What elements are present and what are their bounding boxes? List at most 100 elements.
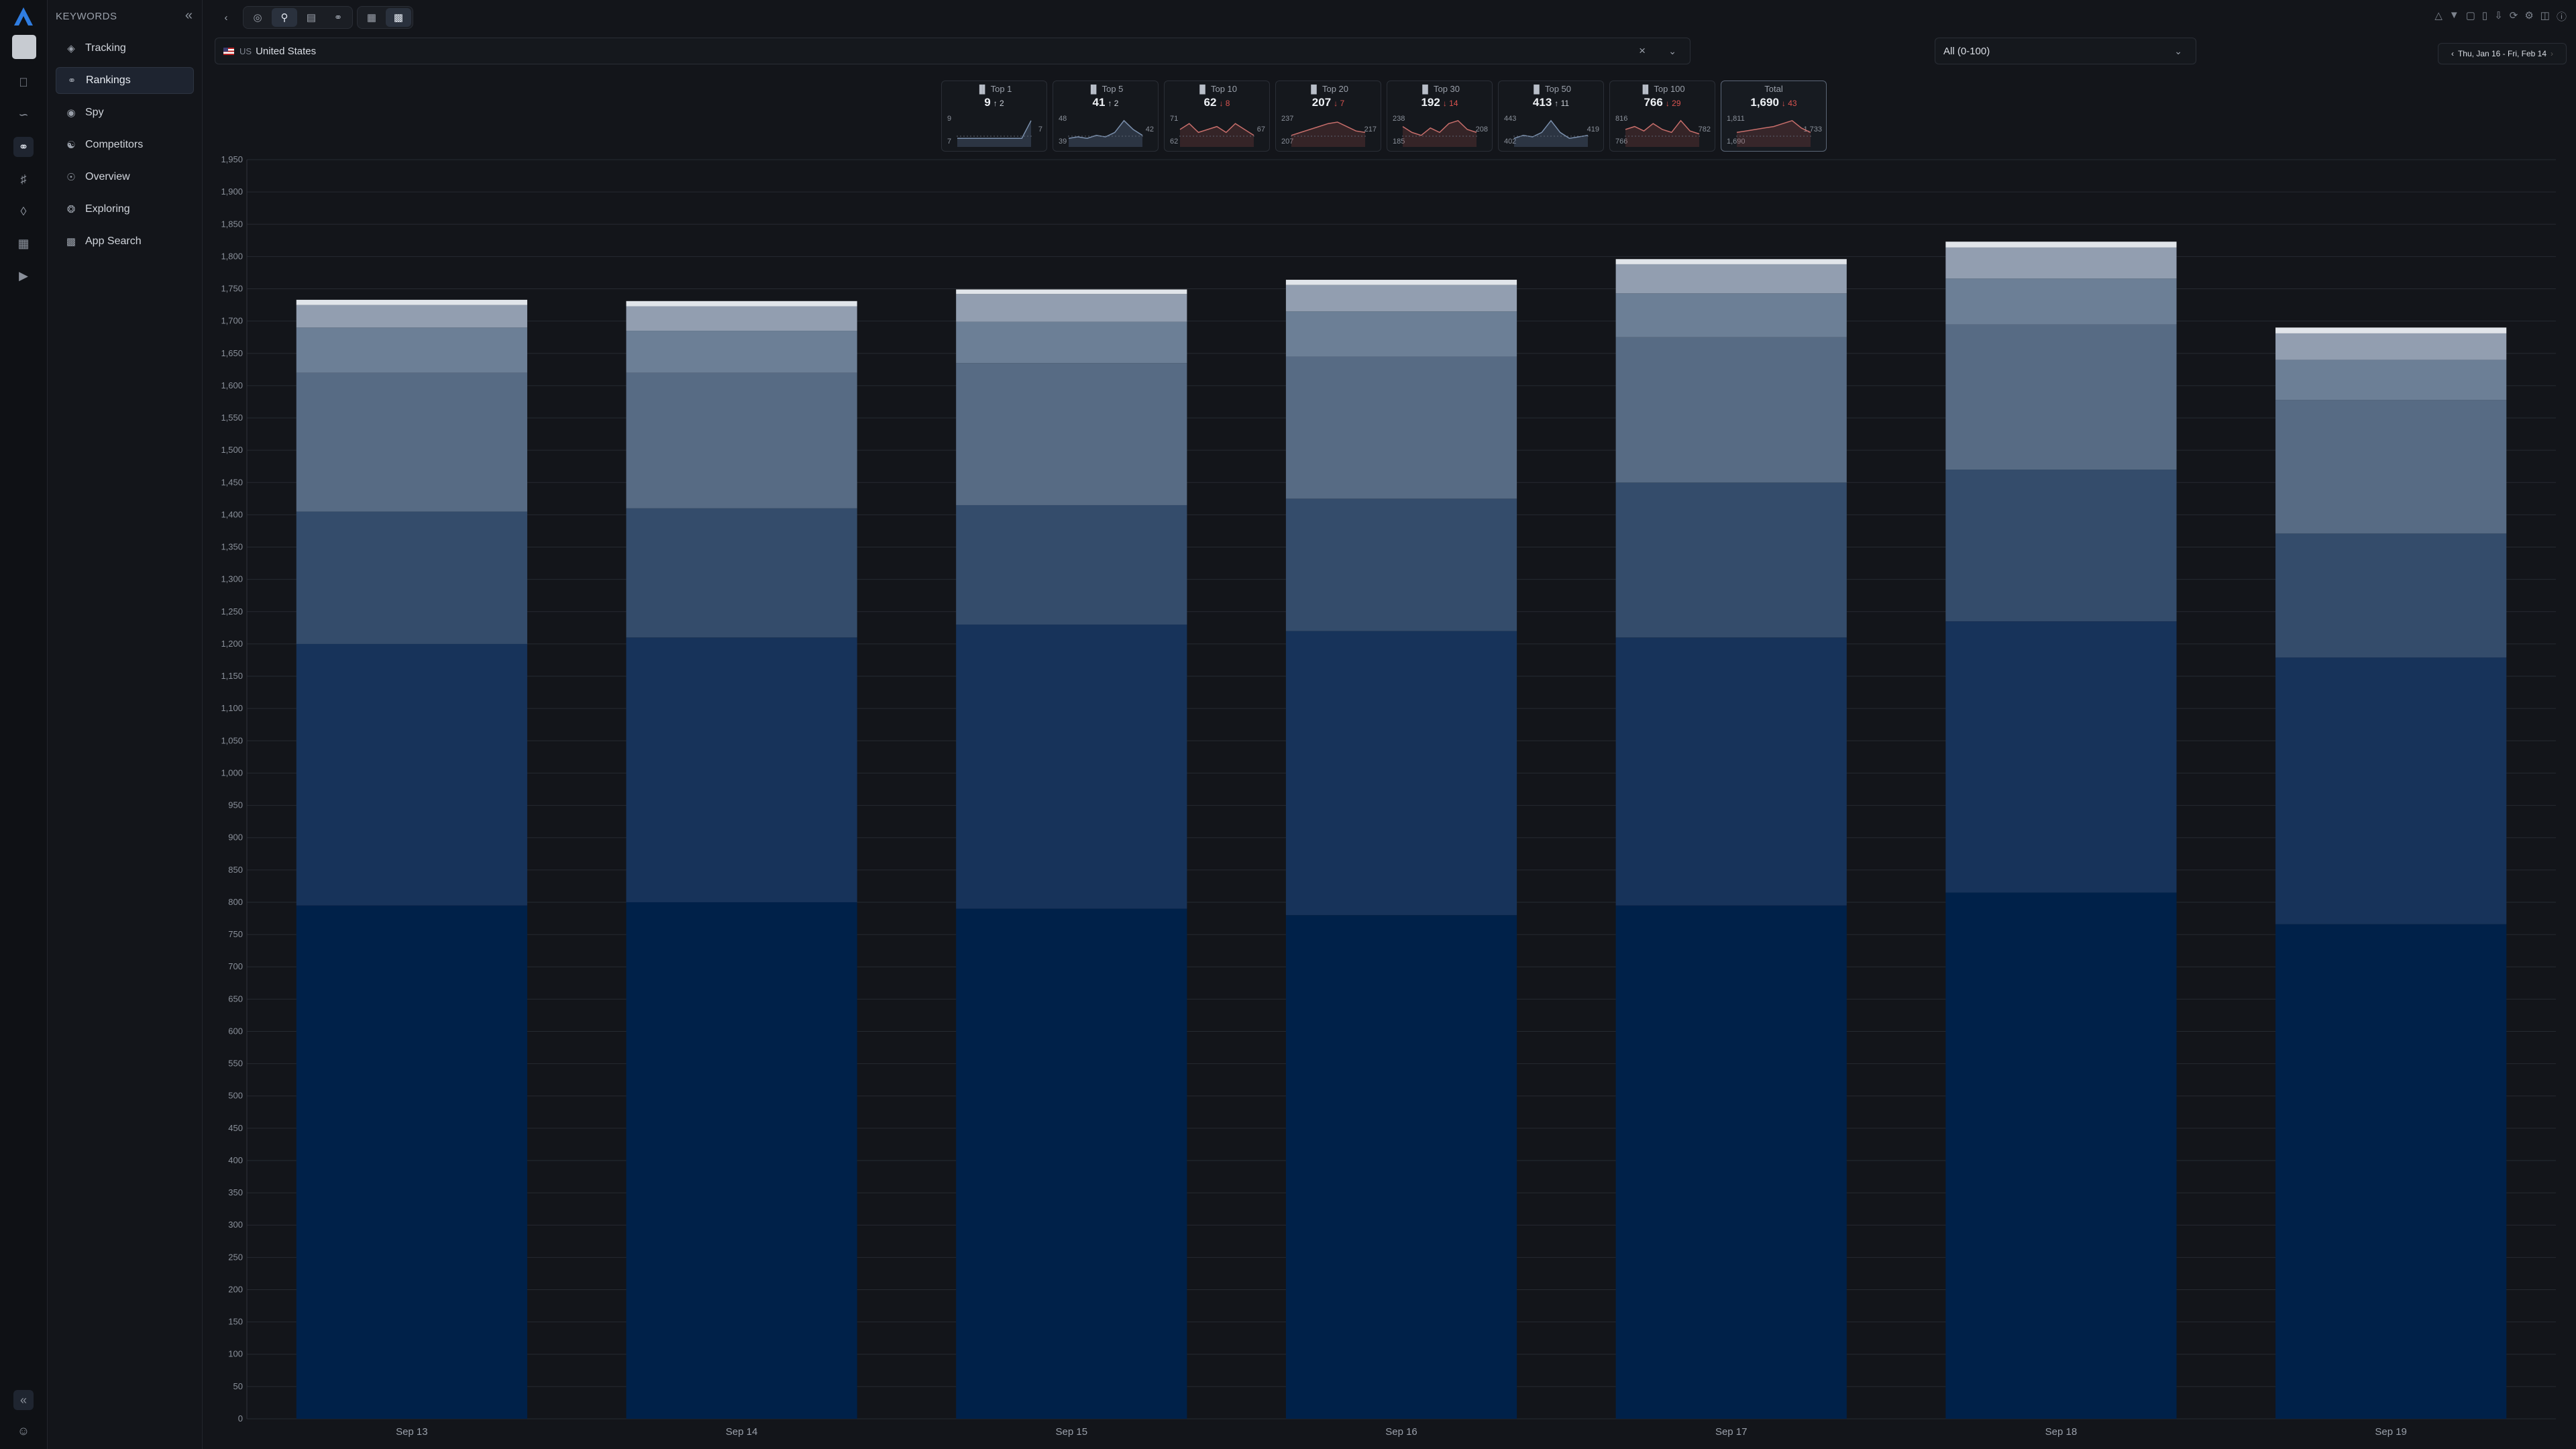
x-tick-label: Sep 14 xyxy=(726,1426,758,1438)
panel-toggle-icon[interactable]: ◫ xyxy=(2540,10,2550,21)
calendar-icon[interactable]: ▤ xyxy=(306,12,317,23)
card-top-30[interactable]: ▐▌ Top 30 192 ↓ 14 238 185 208 xyxy=(1387,80,1493,152)
bar-segment-top-10 xyxy=(1615,293,1847,337)
bar-segment-top-10 xyxy=(296,327,527,373)
apple-icon[interactable]:  xyxy=(13,72,34,93)
card-top-10[interactable]: ▐▌ Top 10 62 ↓ 8 71 62 67 xyxy=(1164,80,1270,152)
filter-icon[interactable]: ▼ xyxy=(2449,9,2459,21)
date-range-picker[interactable]: ‹ Thu, Jan 16 - Fri, Feb 14 › xyxy=(2438,43,2567,64)
card-top-100[interactable]: ▐▌ Top 100 766 ↓ 29 816 766 782 xyxy=(1609,80,1715,152)
card-max: 71 xyxy=(1170,115,1179,123)
broadcast-icon[interactable]: ▶ xyxy=(19,268,28,282)
bar-segment-top-50 xyxy=(2275,657,2507,924)
card-value-text: 1,690 xyxy=(1750,96,1779,109)
sparkline-line xyxy=(1625,119,1700,135)
x-tick-label: Sep 17 xyxy=(1715,1426,1748,1438)
card-max: 816 xyxy=(1615,115,1628,123)
refresh-icon[interactable]: ⟳ xyxy=(2509,10,2518,21)
card-top-20[interactable]: ▐▌ Top 20 207 ↓ 7 237 207 217 xyxy=(1275,80,1381,152)
key-icon: ⚭ xyxy=(67,75,76,87)
toolbar: ‹ ◎ ⚲ ▤ ⚭ ▦ ▩ xyxy=(213,6,413,29)
card-total[interactable]: Total 1,690 ↓ 43 1,811 1,690 1,733 xyxy=(1721,80,1827,152)
card-min: 207 xyxy=(1281,138,1294,146)
sidebar-item-overview[interactable]: ☉ Overview xyxy=(56,164,194,191)
card-change: ↑ 11 xyxy=(1554,99,1570,108)
sidebar-item-rankings[interactable]: ⚭ Rankings xyxy=(56,67,194,94)
hierarchy-icon[interactable]: △ xyxy=(2434,10,2443,21)
help-icon[interactable]: ⓘ xyxy=(2556,11,2567,23)
card-top-50[interactable]: ▐▌ Top 50 413 ↑ 11 443 402 419 xyxy=(1498,80,1604,152)
bar-segment-top-50 xyxy=(956,625,1187,909)
expand-icon[interactable]: ▢ xyxy=(2465,10,2475,21)
clear-icon[interactable]: × xyxy=(1639,44,1646,57)
trend-icon[interactable]: ∽ xyxy=(18,107,29,121)
globe-icon[interactable]: ◎ xyxy=(253,12,262,23)
table-view-icon[interactable]: ▦ xyxy=(366,12,377,23)
card-last: 419 xyxy=(1587,125,1599,133)
card-max: 1,811 xyxy=(1727,115,1745,123)
x-tick-label: Sep 19 xyxy=(2375,1426,2407,1438)
bar-segment-top-10 xyxy=(956,321,1187,364)
rank-summary-cards: ▐▌ Top 1 9 ↑ 2 9 7 7 ▐▌ Top 5 41 ↑ 2 48 39 42 ▐▌ Top 10… xyxy=(941,80,1827,152)
country-select[interactable]: US United States × ⌄ xyxy=(215,38,1690,64)
bar-segment-top-1 xyxy=(1945,241,2177,248)
location-pin-icon[interactable]: ⚲ xyxy=(272,8,297,27)
sidebar-item-tracking[interactable]: ◈ Tracking xyxy=(56,35,194,62)
card-value-text: 413 xyxy=(1532,96,1552,109)
card-label-text: Top 5 xyxy=(1102,84,1124,94)
user-icon[interactable]: ☺ xyxy=(17,1424,30,1438)
bar-segment-top-20 xyxy=(1945,324,2177,470)
sparkline-line xyxy=(1291,121,1366,136)
top-right-actions: △ ▼ ▢ ▯ ⇩ ⟳ ⚙ ◫ ⓘ xyxy=(2434,9,2567,23)
sparkline-area xyxy=(1625,120,1699,147)
collapse-sidebar-icon[interactable]: « xyxy=(184,8,193,23)
app-logo-icon[interactable] xyxy=(12,5,35,28)
card-value: 9 ↑ 2 xyxy=(942,96,1046,109)
bar-segment-top-5 xyxy=(296,305,527,328)
grid-icon[interactable]: ▦ xyxy=(17,236,30,250)
key-icon[interactable]: ⚭ xyxy=(13,137,34,157)
sidebar-item-label: Overview xyxy=(85,171,130,182)
workspace-avatar[interactable] xyxy=(12,35,36,59)
chevron-down-icon[interactable]: ⌄ xyxy=(1668,45,1676,56)
clipboard-icon[interactable]: ▯ xyxy=(2481,10,2488,21)
sidebar-item-app-search[interactable]: ▩ App Search xyxy=(56,228,194,255)
card-top-5[interactable]: ▐▌ Top 5 41 ↑ 2 48 39 42 xyxy=(1053,80,1159,152)
sidebar-item-label: Spy xyxy=(85,107,104,118)
megaphone-icon[interactable]: ♯ xyxy=(20,172,27,186)
y-tick-label: 700 xyxy=(228,961,243,971)
card-min: 62 xyxy=(1170,138,1179,146)
rank-range-select[interactable]: All (0-100) ⌄ xyxy=(1935,38,2196,64)
y-tick-label: 900 xyxy=(228,833,243,843)
sidebar-item-competitors[interactable]: ☯ Competitors xyxy=(56,131,194,158)
prev-range-icon[interactable]: ‹ xyxy=(2451,49,2454,58)
y-tick-label: 1,900 xyxy=(221,186,243,197)
bar-segment-top-20 xyxy=(1285,356,1517,499)
card-max: 48 xyxy=(1059,115,1067,123)
settings-icon[interactable]: ⚙ xyxy=(2524,10,2534,21)
next-range-icon[interactable]: › xyxy=(2551,49,2554,58)
key-filter-icon[interactable]: ⚭ xyxy=(333,12,343,23)
card-last: 208 xyxy=(1475,125,1488,133)
expand-sidebar-icon[interactable]: « xyxy=(13,1390,34,1410)
sidebar-item-spy[interactable]: ◉ Spy xyxy=(56,99,194,126)
back-icon[interactable]: ‹ xyxy=(224,11,228,23)
sidebar-item-exploring[interactable]: ❂ Exploring xyxy=(56,196,194,223)
bar-segment-top-30 xyxy=(2275,533,2507,658)
bar-segment-top-100 xyxy=(1285,915,1517,1419)
y-tick-label: 1,650 xyxy=(221,348,243,358)
layers-icon[interactable]: ◊ xyxy=(20,204,27,218)
card-min: 39 xyxy=(1059,138,1067,146)
card-value: 62 ↓ 8 xyxy=(1165,96,1269,109)
card-value-text: 9 xyxy=(984,96,991,109)
card-last: 7 xyxy=(1038,125,1042,133)
bar-segment-top-50 xyxy=(626,637,857,902)
card-label: ▐▌ Top 1 xyxy=(942,84,1046,94)
bar-segment-top-20 xyxy=(1615,337,1847,483)
bar-segment-top-10 xyxy=(1945,278,2177,325)
chart-view-icon[interactable]: ▩ xyxy=(386,8,411,27)
card-min: 1,690 xyxy=(1727,138,1746,146)
card-value: 192 ↓ 14 xyxy=(1387,96,1492,109)
download-icon[interactable]: ⇩ xyxy=(2494,10,2503,21)
